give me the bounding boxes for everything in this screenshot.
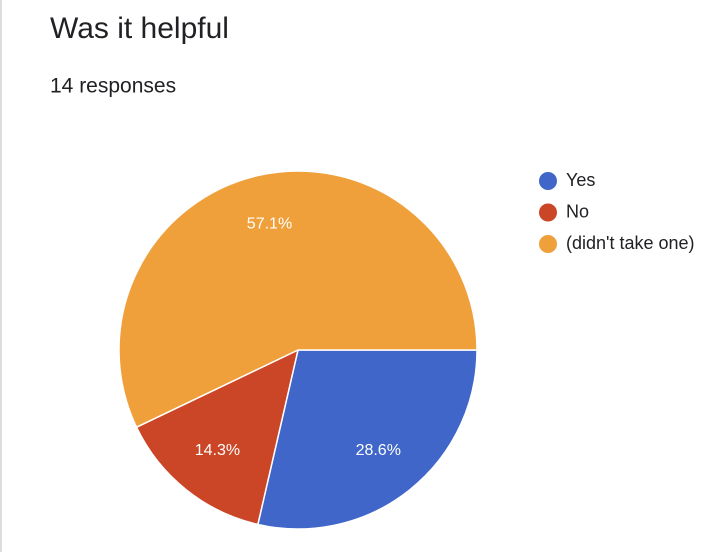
chart-subtitle: 14 responses bbox=[50, 75, 176, 98]
legend-swatch bbox=[539, 235, 557, 253]
slice-label: 57.1% bbox=[247, 216, 292, 233]
chart-title: Was it helpful bbox=[50, 12, 229, 45]
legend-swatch bbox=[539, 172, 557, 190]
pie-slice bbox=[118, 170, 478, 429]
legend-label: (didn't take one) bbox=[566, 233, 695, 253]
pie-slice bbox=[256, 349, 478, 530]
legend-label: Yes bbox=[566, 170, 595, 190]
slice-label: 28.6% bbox=[356, 442, 401, 459]
slice-label: 14.3% bbox=[195, 442, 240, 459]
legend-swatch bbox=[539, 203, 557, 222]
legend-label: No bbox=[566, 201, 589, 221]
pie-slice bbox=[135, 348, 300, 526]
